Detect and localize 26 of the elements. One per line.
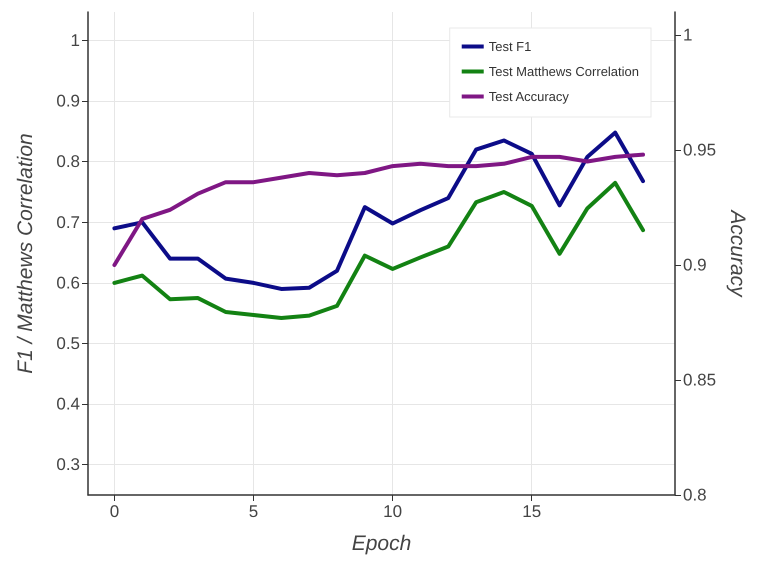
x-tick-label: 0 xyxy=(110,502,120,521)
y-tick-label: 1 xyxy=(70,30,80,50)
y2-tick-label: 0.8 xyxy=(683,486,707,504)
x-axis-title: Epoch xyxy=(352,532,412,555)
line-series xyxy=(112,152,646,267)
y-tick-label: 0.3 xyxy=(56,455,80,474)
y-axis-title: F1 / Matthews Correlation xyxy=(14,133,37,374)
legend-label: Test F1 xyxy=(488,39,532,54)
legend-label: Test Matthews Correlation xyxy=(488,64,639,79)
y2-axis-title: Accuracy xyxy=(726,208,749,298)
y2-tick-label: 0.9 xyxy=(683,256,707,274)
y-tick-label: 0.8 xyxy=(56,152,80,172)
y-tick-label: 0.6 xyxy=(56,273,80,292)
y-tick-label: 0.4 xyxy=(56,394,80,414)
legend-label: Test Accuracy xyxy=(488,89,570,104)
y2-tick-label: 0.95 xyxy=(683,140,716,160)
x-tick-label: 5 xyxy=(248,502,258,521)
line-series xyxy=(112,130,646,291)
y-tick-label: 0.7 xyxy=(56,212,80,232)
x-tick-label: 10 xyxy=(383,502,402,521)
x-tick-label: 15 xyxy=(522,502,542,521)
line-series xyxy=(112,180,646,320)
y2-tick-label: 1 xyxy=(683,26,692,44)
y-tick-label: 0.5 xyxy=(56,334,80,353)
y-tick-label: 0.9 xyxy=(56,92,80,111)
y2-tick-label: 0.85 xyxy=(683,370,716,390)
